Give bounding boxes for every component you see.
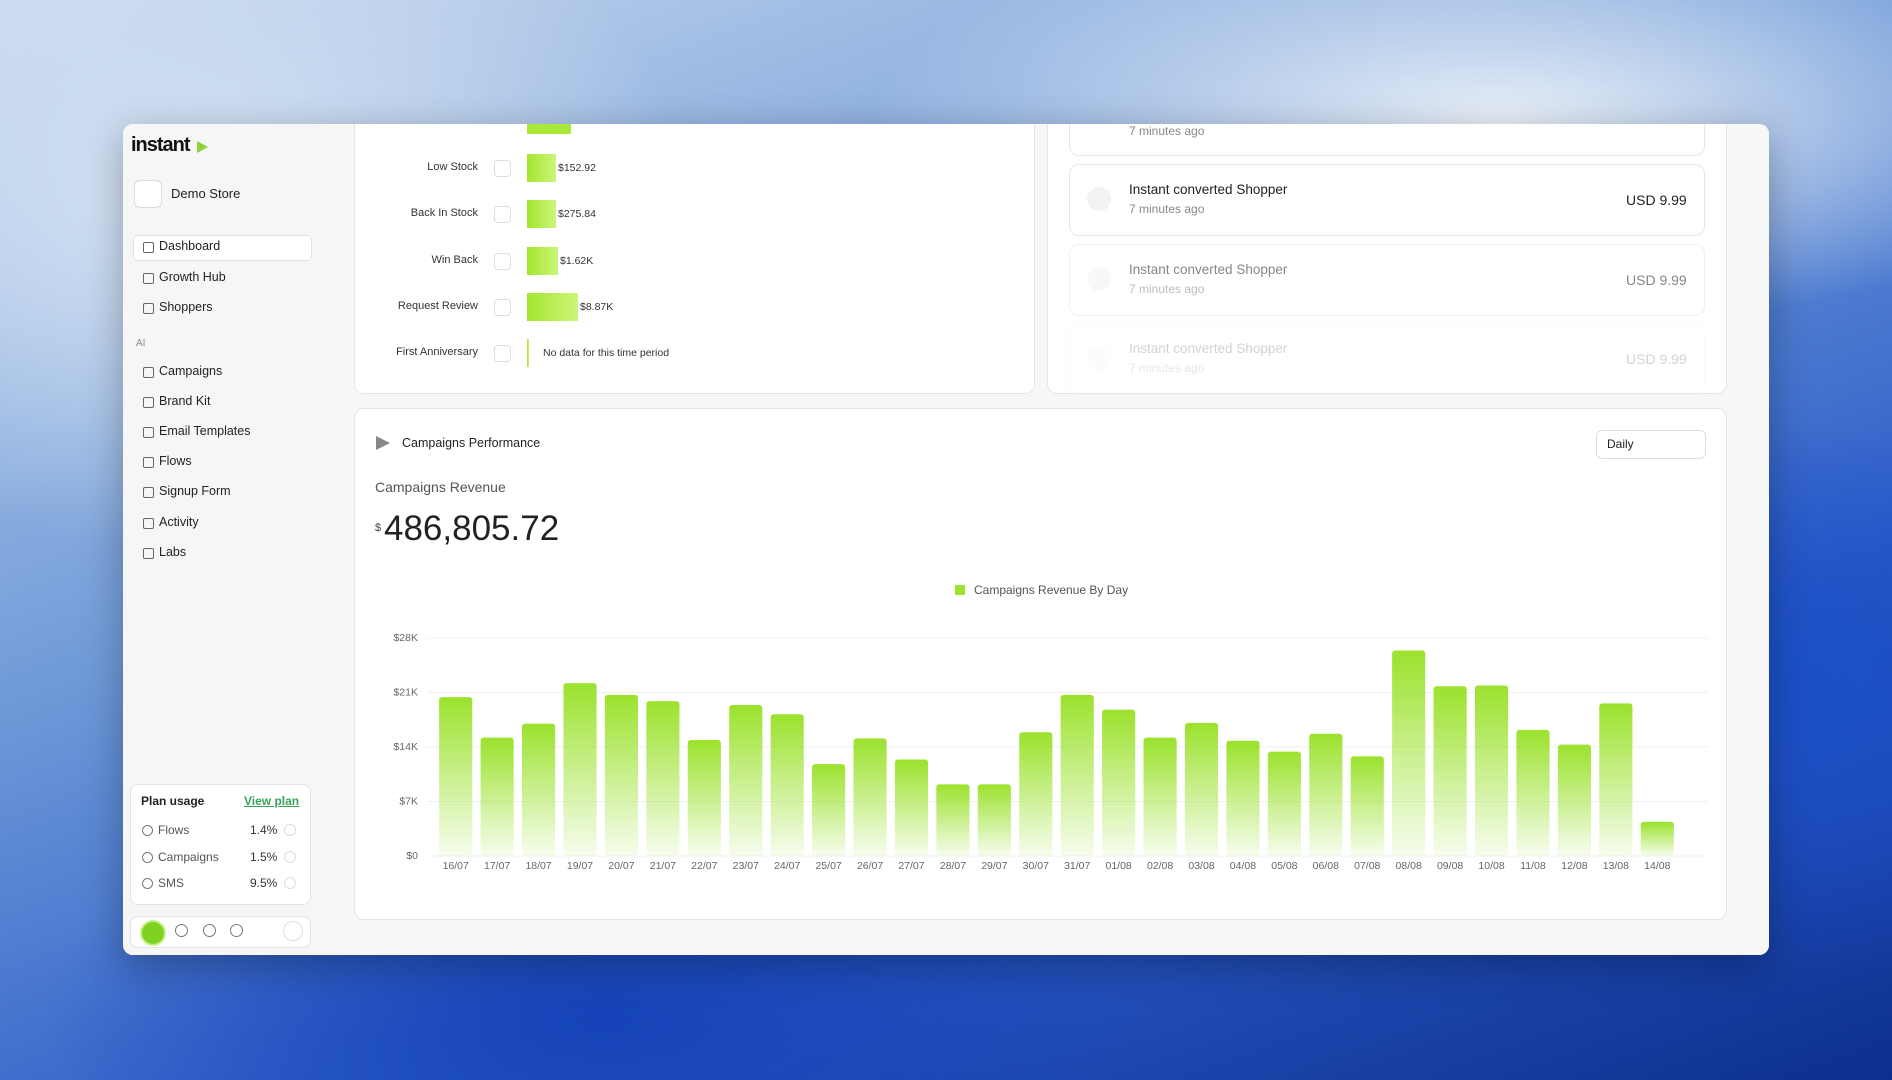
flow-bar [527, 200, 556, 229]
nav-section: AI [136, 338, 146, 349]
nav-item[interactable]: Campaigns [159, 364, 223, 378]
currency: $ [375, 522, 382, 534]
flows-card [354, 124, 1035, 394]
panel-title: Campaigns Performance [402, 436, 541, 450]
flow-value: $275.84 [558, 208, 596, 221]
flow-icon [494, 160, 511, 177]
nav-item[interactable]: Flows [159, 454, 192, 469]
nav-icon [143, 457, 154, 469]
activity-amount: USD 9.99 [1626, 192, 1687, 208]
flow-value: $1.62K [560, 254, 594, 267]
dropdown-label[interactable]: Daily [1607, 437, 1634, 451]
activity-title: Instant converted Shopper [1129, 182, 1288, 197]
toolbar-icon[interactable] [203, 924, 216, 937]
plan-link[interactable]: View plan [244, 794, 300, 808]
activity-item [1069, 124, 1705, 156]
flow-value: $8.87K [580, 300, 614, 313]
nav-item[interactable]: Growth Hub [159, 270, 226, 284]
store-icon [134, 180, 162, 208]
activity-amount: USD 9.99 [1626, 351, 1687, 367]
toolbar-icon[interactable] [175, 924, 188, 937]
plan-icon [142, 825, 153, 836]
activity-amount: USD 9.99 [1626, 271, 1687, 288]
activity-item [1069, 164, 1705, 236]
toolbar-icon[interactable] [230, 924, 243, 937]
activity-time: 7 minutes ago [1129, 281, 1205, 296]
nav-icon [143, 427, 154, 439]
flow-icon [494, 298, 511, 316]
flow-bar [527, 246, 558, 275]
nav-highlight [133, 235, 312, 261]
dropdown[interactable] [1596, 430, 1706, 459]
activity-title: Instant converted Shopper [1129, 341, 1288, 356]
flow-value: No data for this time period [543, 347, 670, 360]
nav-icon [143, 397, 154, 409]
store-name[interactable]: Demo Store [171, 186, 241, 201]
activity-item [1069, 323, 1705, 395]
nav-icon [143, 242, 154, 253]
check-icon [1087, 266, 1111, 291]
metric-label: Campaigns Revenue [375, 479, 506, 495]
activity-time: 7 minutes ago [1129, 124, 1205, 138]
plan-row-value: 1.4% [250, 823, 278, 837]
nav-icon [143, 547, 154, 559]
flow-name: Low Stock [427, 161, 478, 173]
flow-icon [494, 206, 511, 224]
plan-row-ring [284, 877, 296, 889]
activity-title: Instant converted Shopper [1129, 261, 1288, 277]
collapse-button[interactable] [283, 921, 303, 941]
nav-item[interactable]: Dashboard [159, 239, 221, 253]
flow-value: $152.92 [558, 162, 596, 174]
plan-icon [142, 851, 153, 863]
flow-bar [527, 154, 556, 182]
flow-icon [494, 252, 511, 270]
activity-item [1069, 243, 1705, 316]
nav-item[interactable]: Signup Form [159, 484, 231, 499]
check-icon [1087, 346, 1111, 370]
plan-row-name: Campaigns [158, 849, 219, 864]
plan-row-name: SMS [158, 876, 185, 890]
nav-item[interactable]: Brand Kit [159, 394, 211, 409]
campaigns-panel [354, 408, 1727, 920]
plan-row-value: 1.5% [250, 849, 278, 864]
activity-time: 7 minutes ago [1129, 361, 1205, 375]
logo: instant [131, 134, 191, 156]
send-icon [376, 436, 390, 450]
flow-icon [494, 345, 511, 363]
flow-name: Back In Stock [410, 207, 478, 220]
nav-item[interactable]: Shoppers [159, 300, 213, 314]
nav-icon [143, 367, 154, 378]
app-window: instant Demo Store Dashboard Growth Hub Shop… [123, 124, 1769, 955]
nav-icon [143, 303, 154, 314]
flow-name: Win Back [431, 253, 478, 266]
plan-row-value: 9.5% [250, 876, 278, 890]
plan-title: Plan usage [141, 794, 205, 808]
plan-row-ring [284, 850, 296, 863]
plan-row-ring [284, 824, 296, 836]
plan-row-name: Flows [158, 823, 190, 837]
nav-item[interactable]: Labs [159, 544, 187, 559]
logo-mark [197, 141, 208, 153]
flow-name: First Anniversary [396, 346, 478, 359]
activity-time: 7 minutes ago [1129, 202, 1205, 216]
check-icon [1087, 187, 1111, 211]
avatar[interactable] [140, 920, 166, 946]
nav-item[interactable]: Email Templates [159, 424, 251, 439]
plan-icon [142, 878, 153, 889]
activity-card [1047, 124, 1727, 394]
metric-total: 486,805.72 [384, 509, 560, 548]
flow-bar [527, 339, 529, 368]
nav-icon [143, 517, 154, 529]
nav-item[interactable]: Activity [159, 514, 199, 529]
plan-card [130, 784, 311, 905]
nav-icon [143, 273, 154, 284]
flow-bar [527, 124, 571, 134]
flow-bar [527, 292, 578, 321]
nav-icon [143, 487, 154, 499]
flow-name: Request Review [397, 299, 478, 312]
